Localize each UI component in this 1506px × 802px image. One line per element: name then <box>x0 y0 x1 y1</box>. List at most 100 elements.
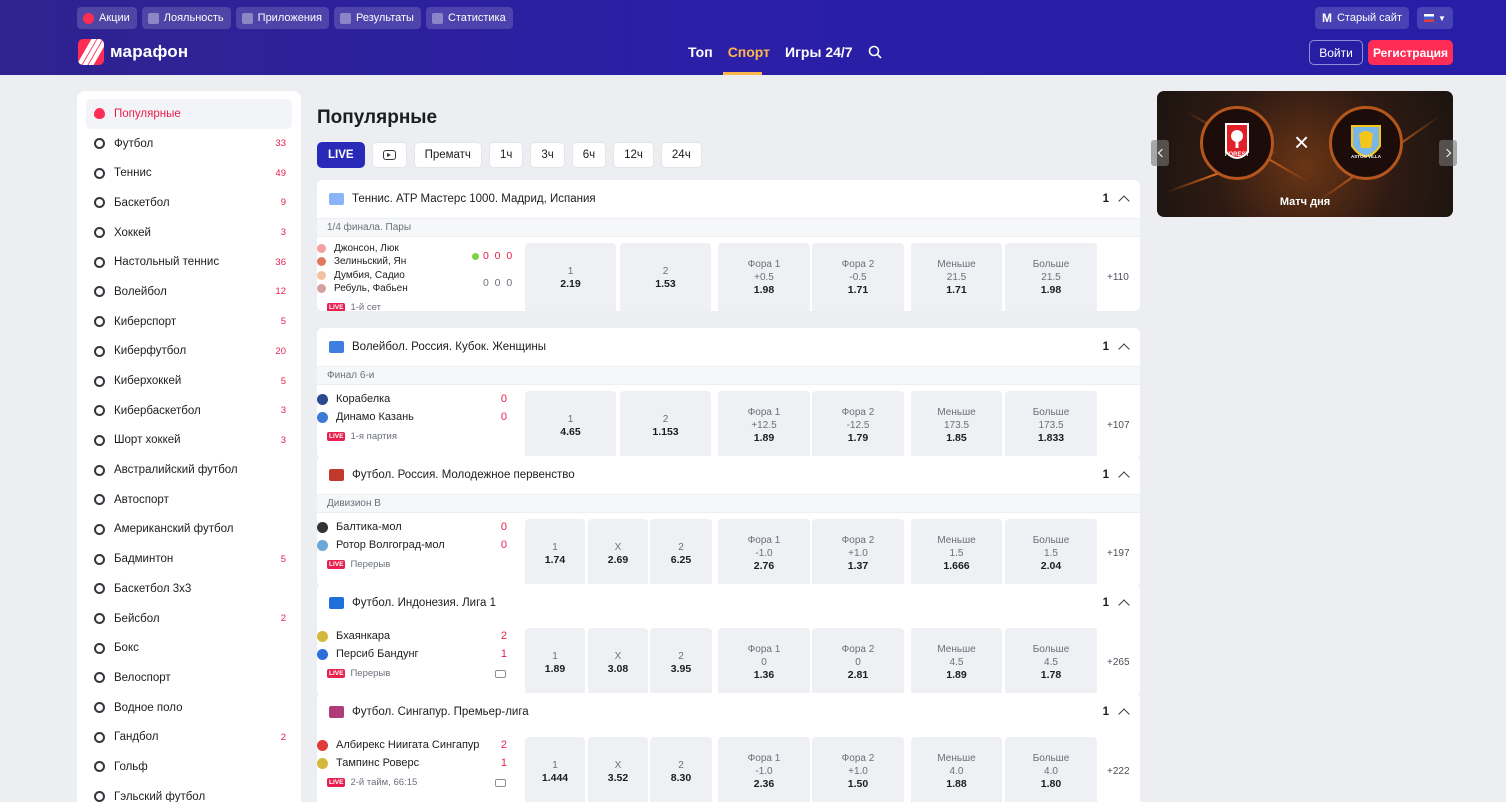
more-markets-link[interactable]: +265 <box>1107 657 1130 668</box>
odds-button[interactable]: Фора 2 -12.5 1.79 <box>812 391 904 459</box>
language-selector[interactable]: ▼ <box>1417 7 1453 29</box>
odds-button[interactable]: X 2.69 <box>588 519 648 587</box>
league-header[interactable]: Футбол. Сингапур. Премьер-лига 1 <box>317 693 1140 731</box>
apps-link[interactable]: Приложения <box>235 7 330 29</box>
league-header[interactable]: Волейбол. Россия. Кубок. Женщины 1 <box>317 328 1140 366</box>
odds-button[interactable]: Меньше 4.0 1.88 <box>911 737 1002 802</box>
filter-3h[interactable]: 3ч <box>530 142 565 168</box>
register-button[interactable]: Регистрация <box>1368 40 1453 65</box>
sidebar-item[interactable]: Велоспорт <box>86 663 292 693</box>
video-icon[interactable] <box>495 778 506 787</box>
odds-button[interactable]: Больше 21.5 1.98 <box>1005 243 1097 311</box>
sidebar-item[interactable]: Хоккей 3 <box>86 218 292 248</box>
league-header[interactable]: Футбол. Индонезия. Лига 1 1 <box>317 584 1140 622</box>
filter-live[interactable]: LIVE <box>317 142 365 168</box>
sidebar-item[interactable]: Американский футбол <box>86 515 292 545</box>
sidebar-item[interactable]: Гандбол 2 <box>86 722 292 752</box>
odds-button[interactable]: Фора 1 -1.0 2.36 <box>718 737 810 802</box>
more-markets-link[interactable]: +197 <box>1107 548 1130 559</box>
filter-video[interactable] <box>371 142 407 168</box>
odds-button[interactable]: 2 1.53 <box>620 243 711 311</box>
odds-button[interactable]: 1 1.74 <box>525 519 585 587</box>
search-icon[interactable] <box>868 45 882 59</box>
sidebar-item[interactable]: Киберхоккей 5 <box>86 366 292 396</box>
more-markets-link[interactable]: +107 <box>1107 420 1130 431</box>
sidebar-item[interactable]: Баскетбол 9 <box>86 188 292 218</box>
logo[interactable]: марафон <box>78 39 188 65</box>
video-icon[interactable] <box>495 669 506 678</box>
event-row[interactable]: Корабелка 0 Динамо Казань 0 LIVE 1-я партия 1 4… <box>317 385 1140 459</box>
odds-button[interactable]: X 3.52 <box>588 737 648 802</box>
chevron-up-icon[interactable] <box>1118 708 1130 720</box>
sidebar-item[interactable]: Австралийский футбол <box>86 455 292 485</box>
sidebar-item[interactable]: Бадминтон 5 <box>86 544 292 574</box>
login-button[interactable]: Войти <box>1309 40 1363 65</box>
sidebar-item[interactable]: Настольный теннис 36 <box>86 247 292 277</box>
odds-button[interactable]: Меньше 1.5 1.666 <box>911 519 1002 587</box>
banner-next-button[interactable] <box>1439 140 1457 166</box>
odds-button[interactable]: Фора 1 +0.5 1.98 <box>718 243 810 311</box>
filter-12h[interactable]: 12ч <box>613 142 654 168</box>
odds-button[interactable]: 2 8.30 <box>650 737 712 802</box>
sidebar-item[interactable]: Баскетбол 3х3 <box>86 574 292 604</box>
more-markets-link[interactable]: +110 <box>1107 272 1129 283</box>
odds-button[interactable]: Фора 2 +1.0 1.50 <box>812 737 904 802</box>
odds-button[interactable]: Больше 1.5 2.04 <box>1005 519 1097 587</box>
filter-prematch[interactable]: Прематч <box>413 142 482 168</box>
stats-link[interactable]: Статистика <box>425 7 513 29</box>
promo-link[interactable]: Акции <box>77 7 137 29</box>
banner-prev-button[interactable] <box>1151 140 1169 166</box>
odds-button[interactable]: Меньше 173.5 1.85 <box>911 391 1002 459</box>
chevron-up-icon[interactable] <box>1118 195 1130 207</box>
sidebar-item[interactable]: Гольф <box>86 752 292 782</box>
sidebar-item[interactable]: Киберфутбол 20 <box>86 337 292 367</box>
filter-24h[interactable]: 24ч <box>660 142 702 168</box>
odds-button[interactable]: Фора 2 +1.0 1.37 <box>812 519 904 587</box>
sidebar-item[interactable]: Футбол 33 <box>86 129 292 159</box>
odds-button[interactable]: 2 3.95 <box>650 628 712 696</box>
sidebar-item[interactable]: Киберспорт 5 <box>86 307 292 337</box>
sidebar-item[interactable]: Шорт хоккей 3 <box>86 426 292 456</box>
sidebar-item[interactable]: Волейбол 12 <box>86 277 292 307</box>
more-markets-link[interactable]: +222 <box>1107 766 1130 777</box>
chevron-up-icon[interactable] <box>1118 343 1130 355</box>
event-row[interactable]: Албирекс Ниигата Сингапур 2 Тампинс Роверс… <box>317 731 1140 802</box>
odds-button[interactable]: Меньше 21.5 1.71 <box>911 243 1002 311</box>
odds-button[interactable]: Больше 4.5 1.78 <box>1005 628 1097 696</box>
league-header[interactable]: Футбол. Россия. Молодежное первенство 1 <box>317 456 1140 494</box>
odds-button[interactable]: Фора 1 0 1.36 <box>718 628 810 696</box>
nav-top[interactable]: Топ <box>688 44 713 60</box>
odds-button[interactable]: Меньше 4.5 1.89 <box>911 628 1002 696</box>
odds-button[interactable]: 2 6.25 <box>650 519 712 587</box>
odds-button[interactable]: Больше 173.5 1.833 <box>1005 391 1097 459</box>
nav-sport[interactable]: Спорт <box>727 44 771 60</box>
chevron-up-icon[interactable] <box>1118 471 1130 483</box>
odds-button[interactable]: X 3.08 <box>588 628 648 696</box>
filter-6h[interactable]: 6ч <box>571 142 607 168</box>
odds-button[interactable]: Фора 2 -0.5 1.71 <box>812 243 904 311</box>
sidebar-item[interactable]: Кибербаскетбол 3 <box>86 396 292 426</box>
match-of-day-banner[interactable]: FOREST × ASTON VILLA Матч дня <box>1157 91 1453 217</box>
event-row[interactable]: Джонсон, Люк Зелиньский, Ян Думбия, Садио Р… <box>317 237 1140 311</box>
odds-button[interactable]: 1 1.89 <box>525 628 585 696</box>
sidebar-item[interactable]: Популярные <box>86 99 292 129</box>
filter-1h[interactable]: 1ч <box>488 142 524 168</box>
league-header[interactable]: Теннис. ATP Мастерс 1000. Мадрид, Испани… <box>317 180 1140 218</box>
odds-button[interactable]: 1 2.19 <box>525 243 616 311</box>
sidebar-item[interactable]: Теннис 49 <box>86 158 292 188</box>
sidebar-item[interactable]: Бокс <box>86 633 292 663</box>
old-site-link[interactable]: M Старый сайт <box>1314 7 1409 29</box>
loyalty-link[interactable]: Лояльность <box>141 7 231 29</box>
event-row[interactable]: Бхаянкара 2 Персиб Бандунг 1 LIVE Перерыв 1 1.8… <box>317 622 1140 696</box>
odds-button[interactable]: 2 1.153 <box>620 391 711 459</box>
sidebar-item[interactable]: Бейсбол 2 <box>86 604 292 634</box>
odds-button[interactable]: Фора 1 -1.0 2.76 <box>718 519 810 587</box>
chevron-up-icon[interactable] <box>1118 599 1130 611</box>
event-row[interactable]: Балтика-мол 0 Ротор Волгоград-мол 0 LIVE Пере… <box>317 513 1140 587</box>
odds-button[interactable]: 1 1.444 <box>525 737 585 802</box>
odds-button[interactable]: Фора 2 0 2.81 <box>812 628 904 696</box>
sidebar-item[interactable]: Автоспорт <box>86 485 292 515</box>
sidebar-item[interactable]: Водное поло <box>86 693 292 723</box>
nav-games[interactable]: Игры 24/7 <box>785 44 853 60</box>
results-link[interactable]: Результаты <box>334 7 421 29</box>
